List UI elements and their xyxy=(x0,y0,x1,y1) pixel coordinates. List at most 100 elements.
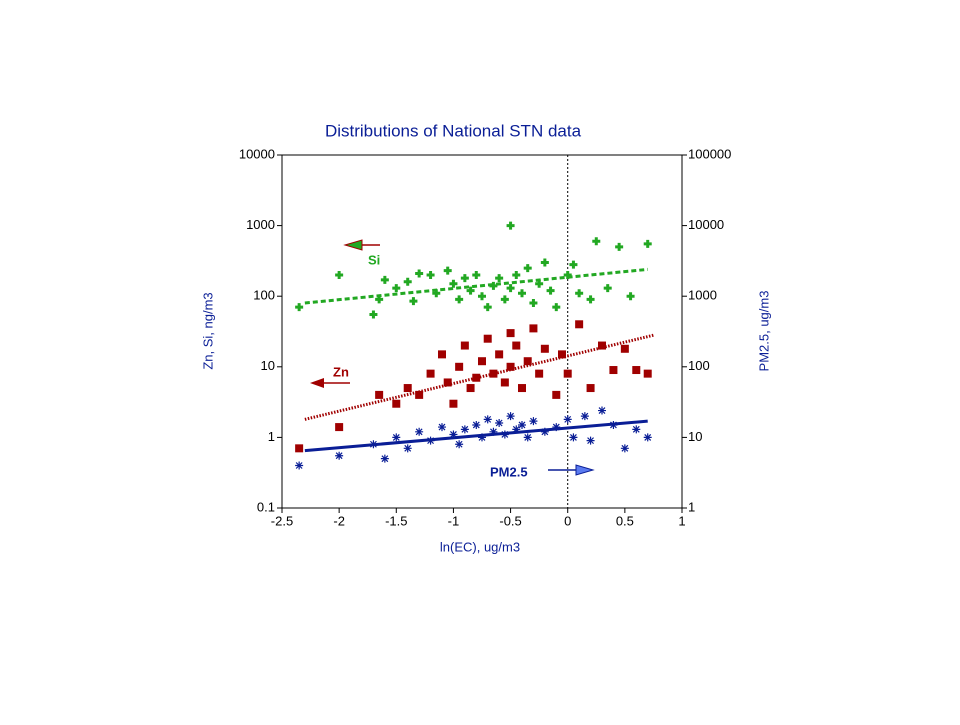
point xyxy=(540,344,549,353)
point xyxy=(500,295,509,304)
point xyxy=(552,303,561,312)
point xyxy=(455,440,464,449)
point xyxy=(415,390,424,399)
point xyxy=(460,425,469,434)
point xyxy=(466,384,475,393)
point xyxy=(506,221,515,230)
y-tick-label: 100 xyxy=(253,288,275,303)
point xyxy=(643,239,652,248)
point xyxy=(483,415,492,424)
point xyxy=(415,269,424,278)
y-tick-label: 1000 xyxy=(246,217,275,232)
point xyxy=(518,384,526,393)
point xyxy=(369,310,378,319)
y2-tick-label: 1000 xyxy=(688,288,717,303)
chart-title: Distributions of National STN data xyxy=(325,121,582,140)
point xyxy=(478,357,486,366)
point xyxy=(626,292,635,301)
y2-tick-label: 10000 xyxy=(688,217,724,232)
point xyxy=(415,427,424,436)
point xyxy=(460,341,469,350)
trend-line xyxy=(304,419,648,453)
point xyxy=(598,341,606,350)
point xyxy=(392,284,401,293)
point xyxy=(592,237,601,246)
point xyxy=(632,425,641,434)
point xyxy=(609,366,618,375)
zn-annotation: Zn xyxy=(333,364,349,379)
point xyxy=(483,334,492,343)
point xyxy=(512,341,521,350)
point xyxy=(552,423,561,432)
zn-arrow xyxy=(310,378,350,388)
point xyxy=(403,444,412,453)
point xyxy=(540,427,549,436)
point xyxy=(426,369,435,378)
x-tick-label: -2 xyxy=(333,513,345,528)
point xyxy=(455,362,464,371)
point xyxy=(535,369,544,378)
y2-axis-label: PM2.5, ug/m3 xyxy=(756,291,771,372)
point xyxy=(335,451,344,460)
point xyxy=(495,418,504,427)
plot-frame xyxy=(281,154,683,509)
point xyxy=(643,433,652,442)
point xyxy=(563,415,572,424)
point xyxy=(523,357,532,366)
point xyxy=(295,303,304,312)
y-axis-label: Zn, Si, ng/m3 xyxy=(200,292,215,369)
point xyxy=(489,427,498,436)
point xyxy=(466,286,475,295)
point xyxy=(506,284,515,293)
y-tick-label: 10000 xyxy=(239,146,275,161)
point xyxy=(455,295,464,304)
point xyxy=(569,260,578,269)
point xyxy=(438,423,446,432)
point xyxy=(563,369,572,378)
y2-tick-label: 100 xyxy=(688,358,710,373)
point xyxy=(472,270,481,279)
point xyxy=(449,279,458,288)
point xyxy=(512,270,521,279)
point xyxy=(620,344,629,353)
x-tick-label: -1 xyxy=(448,513,460,528)
point xyxy=(426,270,435,279)
point xyxy=(478,292,486,301)
point xyxy=(335,270,344,279)
point xyxy=(523,264,532,273)
point xyxy=(375,390,384,399)
point xyxy=(586,384,595,393)
point xyxy=(529,417,538,426)
point xyxy=(403,384,412,393)
si-annotation: Si xyxy=(368,252,380,267)
point xyxy=(529,299,538,308)
point xyxy=(438,350,446,359)
point xyxy=(495,350,504,359)
si-arrow xyxy=(343,239,380,251)
point xyxy=(295,444,304,453)
point xyxy=(615,242,624,251)
point xyxy=(460,274,469,283)
point xyxy=(500,378,509,387)
point xyxy=(449,430,458,439)
point xyxy=(586,436,595,445)
point xyxy=(449,399,458,408)
point xyxy=(540,258,549,267)
pm-arrow xyxy=(548,464,595,476)
point xyxy=(506,412,515,421)
pm25-annotation: PM2.5 xyxy=(490,464,528,479)
point xyxy=(529,324,538,333)
y2-tick-label: 100000 xyxy=(688,146,731,161)
point xyxy=(443,266,452,275)
point xyxy=(392,433,401,442)
y-tick-label: 1 xyxy=(268,429,275,444)
point xyxy=(546,286,555,295)
point xyxy=(380,454,389,463)
y-tick-label: 0.1 xyxy=(257,499,275,514)
point xyxy=(478,433,486,442)
point xyxy=(603,284,612,293)
x-axis-label: ln(EC), ug/m3 xyxy=(440,539,520,554)
point xyxy=(552,390,561,399)
point xyxy=(620,444,629,453)
